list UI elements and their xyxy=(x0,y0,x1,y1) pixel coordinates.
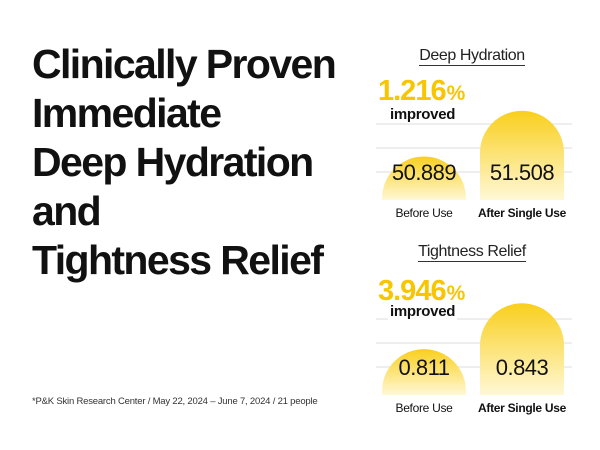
hydration-improved-label: improved xyxy=(388,106,458,123)
headline-line: Deep Hydration xyxy=(32,139,314,185)
category-label: Before Use xyxy=(395,401,453,415)
headline-line: Tightness Relief xyxy=(32,237,324,283)
tightness-title: Tightness Relief xyxy=(418,243,526,262)
bar-before-use xyxy=(382,349,466,395)
headline-line: Immediate xyxy=(32,90,222,136)
headline: Clinically Proven Immediate Deep Hydrati… xyxy=(32,40,362,285)
hydration-bar-chart: 50.889 Before Use 51.508 After Single Use xyxy=(376,110,572,220)
headline-line: and xyxy=(32,188,102,234)
bar-value-label: 50.889 xyxy=(392,160,457,185)
tightness-improved-label: improved xyxy=(388,303,458,320)
bar-value-label: 51.508 xyxy=(490,160,555,185)
bar-value-label: 0.843 xyxy=(496,355,549,380)
hydration-improvement: 1.216% xyxy=(378,75,465,107)
bar-after-single-use xyxy=(480,303,564,395)
bar-value-label: 0.811 xyxy=(399,355,450,380)
bar-before-use xyxy=(382,156,466,200)
tightness-improvement: 3.946% xyxy=(378,275,465,307)
bar-after-single-use xyxy=(480,110,564,200)
tightness-bar-chart: 0.811 Before Use 0.843 After Single Use xyxy=(376,303,572,415)
hydration-title: Deep Hydration xyxy=(419,47,525,66)
study-footnote: *P&K Skin Research Center / May 22, 2024… xyxy=(32,396,318,407)
category-label: After Single Use xyxy=(478,401,567,415)
category-label: After Single Use xyxy=(478,206,567,220)
headline-line: Clinically Proven xyxy=(32,41,337,87)
category-label: Before Use xyxy=(395,206,453,220)
